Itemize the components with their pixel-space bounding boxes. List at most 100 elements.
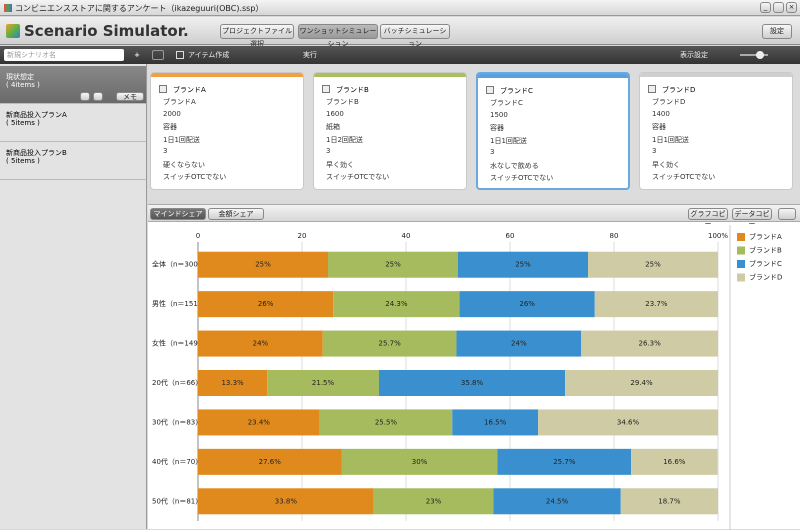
copy-button[interactable] <box>80 92 90 101</box>
card-row: 2000 <box>163 109 181 118</box>
scenario-count: ( 5items ) <box>6 119 40 127</box>
value-label: 30% <box>412 458 428 466</box>
card-row: スイッチOTCでない <box>326 173 390 181</box>
bar-segment <box>198 488 374 515</box>
brand-card[interactable]: ブランドC ブランドC 1500 容器 1日1回配送 3 水なしで飲める スイッチOTCでない <box>476 72 630 190</box>
card-row: 1400 <box>652 109 670 118</box>
brand-card[interactable]: ブランドD ブランドD 1400 容器 1日1回配送 3 早く効く スイッチOTCでない <box>639 72 793 190</box>
value-label: 24.5% <box>546 497 569 505</box>
card-stripe <box>640 73 792 77</box>
card-checkbox[interactable] <box>486 86 494 94</box>
card-title: ブランドC <box>500 87 533 95</box>
run[interactable]: 実行 <box>303 51 317 59</box>
brand-card[interactable]: ブランドB ブランドB 1600 紙箱 1日2回配送 3 早く効く スイッチOTCでない <box>313 72 467 190</box>
card-stripe <box>151 73 303 77</box>
category-label: 40代（n＝70） <box>152 457 202 466</box>
collapse-button[interactable] <box>778 208 796 220</box>
bar-segment <box>322 330 457 357</box>
window-title: コンビニエンスストアに関するアンケート（ikazeguuri(OBC).ssp） <box>15 4 264 13</box>
bar-segment <box>198 291 334 318</box>
settings-button[interactable]: 設定 <box>762 24 792 39</box>
cards-area: ブランドA ブランドA 2000 容器 1日1回配送 3 硬くならない スイッチOTCでないブ… <box>148 64 800 200</box>
card-row: ブランドD <box>652 98 686 106</box>
header-button[interactable]: バッチシミュレーション <box>380 24 450 48</box>
bar-segment <box>333 291 460 318</box>
card-row: 容器 <box>490 124 504 132</box>
app-icon <box>4 4 12 12</box>
bar-segment <box>198 409 320 436</box>
add-scenario[interactable]: + <box>134 51 140 59</box>
maximize[interactable] <box>773 2 784 13</box>
search-input[interactable]: 新規シナリオ名 <box>4 49 124 61</box>
bar-segment <box>565 370 718 396</box>
x-tick-label: 40 <box>402 232 411 240</box>
value-label: 21.5% <box>312 379 335 387</box>
legend-swatch <box>737 246 745 255</box>
zoom-slider[interactable] <box>740 54 768 56</box>
card-row: 1500 <box>490 110 508 119</box>
card-checkbox[interactable] <box>159 85 167 93</box>
category-label: 男性（n＝151） <box>152 299 205 308</box>
header-button[interactable]: ワンショットシミュレーション <box>298 24 378 48</box>
card-row: 硬くならない <box>163 160 205 169</box>
sidebar: 現状想定( 4items ) メモ 新商品投入プランA( 5items ) 新商品投入… <box>0 64 147 529</box>
result-panel: 0 20 40 60 80 100% 全体（n＝300） 25% 25% 25% 25% 男性（n＝1… <box>148 204 800 530</box>
card-title: ブランドD <box>662 86 696 94</box>
card-row: 3 <box>490 148 495 156</box>
x-tick-label: 80 <box>610 232 619 240</box>
close[interactable]: × <box>786 2 797 13</box>
value-label: 25.7% <box>378 340 401 348</box>
value-label: 27.6% <box>259 458 282 466</box>
legend-swatch <box>737 233 745 241</box>
card-row: スイッチOTCでない <box>652 173 716 181</box>
minimize[interactable]: _ <box>760 2 771 13</box>
bar-segment <box>497 448 632 475</box>
header-button[interactable]: プロジェクトファイル選択 <box>220 24 294 48</box>
card-checkbox[interactable] <box>648 85 656 93</box>
memo-button[interactable]: メモ <box>116 92 144 101</box>
value-label: 23.7% <box>645 300 668 308</box>
chart: 0 20 40 60 80 100% 全体（n＝300） 25% 25% 25% 25% 男性（n＝1… <box>152 225 782 530</box>
legend-label: ブランドA <box>749 232 782 241</box>
value-label: 29.4% <box>630 379 653 387</box>
display-settings[interactable]: 表示設定 <box>680 51 708 59</box>
scenario-name: 新商品投入プランA <box>6 111 67 119</box>
card-row: スイッチOTCでない <box>163 173 227 181</box>
legend-swatch <box>737 260 745 268</box>
bar-segment <box>459 291 595 318</box>
action-button[interactable]: グラフコピー <box>688 208 728 228</box>
header: Scenario Simulator. 設定 プロジェクトファイル選択 ワンショッ… <box>0 17 800 48</box>
back-button[interactable] <box>152 50 164 60</box>
value-label: 35.8% <box>461 379 484 387</box>
card-row: 早く効く <box>652 160 680 169</box>
scenario-name: 現状想定 <box>6 73 34 81</box>
create-item[interactable]: アイテム作成 <box>188 51 230 59</box>
category-label: 50代（n＝81） <box>152 496 202 505</box>
value-label: 24% <box>511 340 527 348</box>
value-label: 23% <box>426 497 442 505</box>
card-row: 3 <box>652 147 657 155</box>
card-row: ブランドA <box>163 98 196 106</box>
card-checkbox[interactable] <box>322 85 330 93</box>
value-label: 33.8% <box>275 497 298 505</box>
card-title: ブランドA <box>173 86 206 94</box>
card-row: ブランドC <box>490 99 523 107</box>
delete-button[interactable] <box>93 92 103 101</box>
category-label: 全体（n＝300） <box>152 260 205 269</box>
tab[interactable]: 金額シェア <box>208 208 264 220</box>
toolbar: 新規シナリオ名 + アイテム作成 実行 表示設定 <box>0 46 800 64</box>
scenario-item[interactable]: 現状想定( 4items ) メモ <box>0 66 146 104</box>
tab[interactable]: マインドシェア <box>150 208 206 220</box>
brand-card[interactable]: ブランドA ブランドA 2000 容器 1日1回配送 3 硬くならない スイッチOTCでない <box>150 72 304 190</box>
scenario-item[interactable]: 新商品投入プランA( 5items ) <box>0 104 146 142</box>
scenario-item[interactable]: 新商品投入プランB( 5items ) <box>0 142 146 180</box>
card-row: 水なしで飲める <box>490 161 539 170</box>
value-label: 26% <box>258 300 274 308</box>
card-row: スイッチOTCでない <box>490 174 554 182</box>
title-bar: コンビニエンスストアに関するアンケート（ikazeguuri(OBC).ssp）… <box>0 0 800 16</box>
x-tick-label: 60 <box>506 232 515 240</box>
bar-segment <box>373 488 494 515</box>
zoom-thumb[interactable] <box>756 51 764 59</box>
action-button[interactable]: データコピー <box>732 208 772 228</box>
